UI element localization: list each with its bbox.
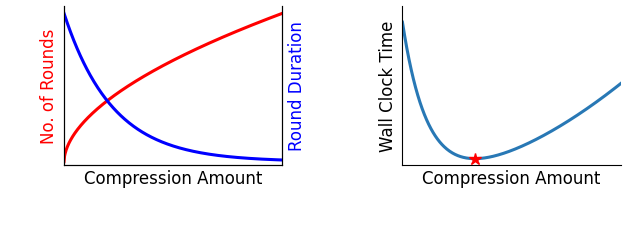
Y-axis label: Wall Clock Time: Wall Clock Time — [379, 20, 397, 151]
X-axis label: Compression Amount: Compression Amount — [422, 169, 601, 187]
Y-axis label: Round Duration: Round Duration — [288, 21, 306, 150]
Y-axis label: No. of Rounds: No. of Rounds — [40, 28, 58, 143]
X-axis label: Compression Amount: Compression Amount — [84, 169, 262, 187]
